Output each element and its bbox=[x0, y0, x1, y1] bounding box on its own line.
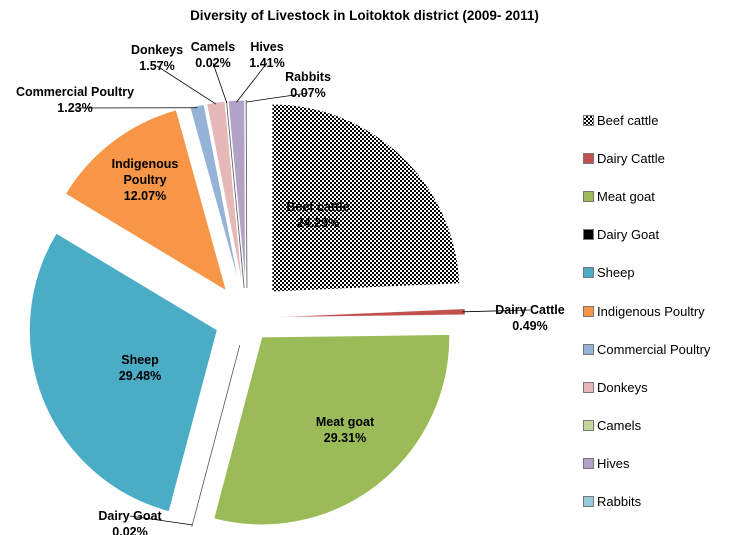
data-label-value: 1.23% bbox=[57, 101, 93, 115]
data-label: Dairy Cattle 0.49% bbox=[495, 302, 564, 334]
data-label-value: 0.02% bbox=[195, 56, 231, 70]
legend-swatch bbox=[583, 343, 594, 355]
data-label: Hives 1.41% bbox=[249, 39, 284, 71]
slice bbox=[206, 100, 244, 289]
data-label-name: Beef cattle bbox=[286, 200, 350, 214]
legend-item: Beef cattle bbox=[583, 113, 658, 128]
data-label-name: Commercial Poultry bbox=[15, 85, 135, 99]
data-label-value: 24.29% bbox=[296, 216, 340, 230]
legend-label: Dairy Goat bbox=[597, 227, 660, 243]
legend-swatch bbox=[583, 267, 594, 279]
slice bbox=[271, 103, 461, 293]
data-label: Donkeys 1.57% bbox=[131, 42, 183, 74]
legend-item: Rabbits bbox=[583, 494, 641, 509]
data-label: Sheep 29.48% bbox=[93, 352, 188, 384]
slice bbox=[276, 308, 466, 318]
legend-label: Hives bbox=[597, 455, 630, 471]
legend-item: Camels bbox=[583, 418, 641, 433]
data-label-value: 29.31% bbox=[323, 431, 367, 445]
data-label-value: 12.07% bbox=[123, 189, 167, 203]
legend-swatch bbox=[583, 115, 594, 126]
legend-item: Sheep bbox=[583, 265, 635, 280]
legend-label: Sheep bbox=[597, 265, 635, 281]
legend-swatch bbox=[583, 496, 594, 507]
legend-label: Beef cattle bbox=[597, 113, 659, 128]
legend-item: Meat goat bbox=[583, 189, 655, 204]
legend-swatch bbox=[583, 305, 594, 317]
data-label-name: Donkeys bbox=[130, 43, 184, 57]
data-label-name: Camels bbox=[190, 40, 236, 54]
leader-line bbox=[129, 515, 193, 526]
leader-line bbox=[246, 92, 309, 103]
legend-item: Commercial Poultry bbox=[583, 342, 710, 357]
data-label: Indigenous Poultry 12.07% bbox=[98, 156, 193, 204]
legend-swatch bbox=[583, 457, 594, 469]
data-label-value: 1.57% bbox=[139, 59, 175, 73]
legend-swatch bbox=[583, 381, 594, 393]
legend-item: Donkeys bbox=[583, 380, 648, 395]
data-label-name: Dairy Goat bbox=[98, 509, 162, 523]
legend-label: Rabbits bbox=[597, 494, 642, 509]
legend-label: Dairy Cattle bbox=[597, 151, 665, 167]
slice-edge bbox=[191, 344, 241, 527]
leader-line bbox=[236, 62, 268, 103]
legend-label: Indigenous Poultry bbox=[597, 303, 705, 319]
chart-title: Diversity of Livestock in Loitoktok dist… bbox=[190, 8, 539, 23]
legend-item: Hives bbox=[583, 456, 630, 471]
data-label: Camels 0.02% bbox=[191, 39, 235, 71]
legend-swatch bbox=[583, 229, 594, 241]
data-label: Meat goat 29.31% bbox=[298, 414, 393, 446]
legend-swatch bbox=[583, 153, 594, 165]
legend-item: Dairy Goat bbox=[583, 227, 659, 242]
legend-item: Dairy Cattle bbox=[583, 151, 665, 166]
data-label-name: Indigenous Poultry bbox=[111, 157, 179, 187]
leader-line bbox=[212, 62, 228, 104]
data-label-name: Hives bbox=[250, 40, 284, 54]
legend-label: Commercial Poultry bbox=[597, 341, 711, 357]
data-label-value: 1.41% bbox=[249, 56, 285, 70]
data-label-value: 0.07% bbox=[290, 86, 326, 100]
leader-line bbox=[462, 309, 531, 313]
legend-item: Indigenous Poultry bbox=[583, 304, 705, 319]
data-label: Commercial Poultry 1.23% bbox=[16, 84, 134, 116]
leader-line bbox=[156, 65, 217, 105]
data-label: Rabbits 0.07% bbox=[285, 69, 331, 101]
slice bbox=[213, 333, 451, 526]
legend-label: Meat goat bbox=[597, 189, 655, 205]
data-label-name: Rabbits bbox=[285, 70, 331, 84]
slice-edge bbox=[226, 100, 245, 289]
data-label-value: 29.48% bbox=[118, 369, 162, 383]
slice bbox=[28, 232, 218, 513]
data-label-value: 0.49% bbox=[512, 319, 548, 333]
slice-edge bbox=[245, 100, 248, 289]
legend-label: Donkeys bbox=[597, 379, 648, 395]
legend-swatch bbox=[583, 419, 594, 431]
legend-swatch bbox=[583, 191, 594, 203]
slice bbox=[64, 109, 228, 293]
data-label-name: Dairy Cattle bbox=[495, 303, 565, 317]
data-label: Dairy Goat 0.02% bbox=[98, 508, 161, 535]
slice bbox=[227, 99, 247, 289]
legend-label: Camels bbox=[597, 417, 642, 433]
data-label: Beef cattle 24.29% bbox=[271, 199, 366, 231]
data-label-name: Sheep bbox=[121, 353, 159, 367]
data-label-name: Meat goat bbox=[315, 415, 375, 429]
data-label-value: 0.02% bbox=[112, 525, 148, 535]
